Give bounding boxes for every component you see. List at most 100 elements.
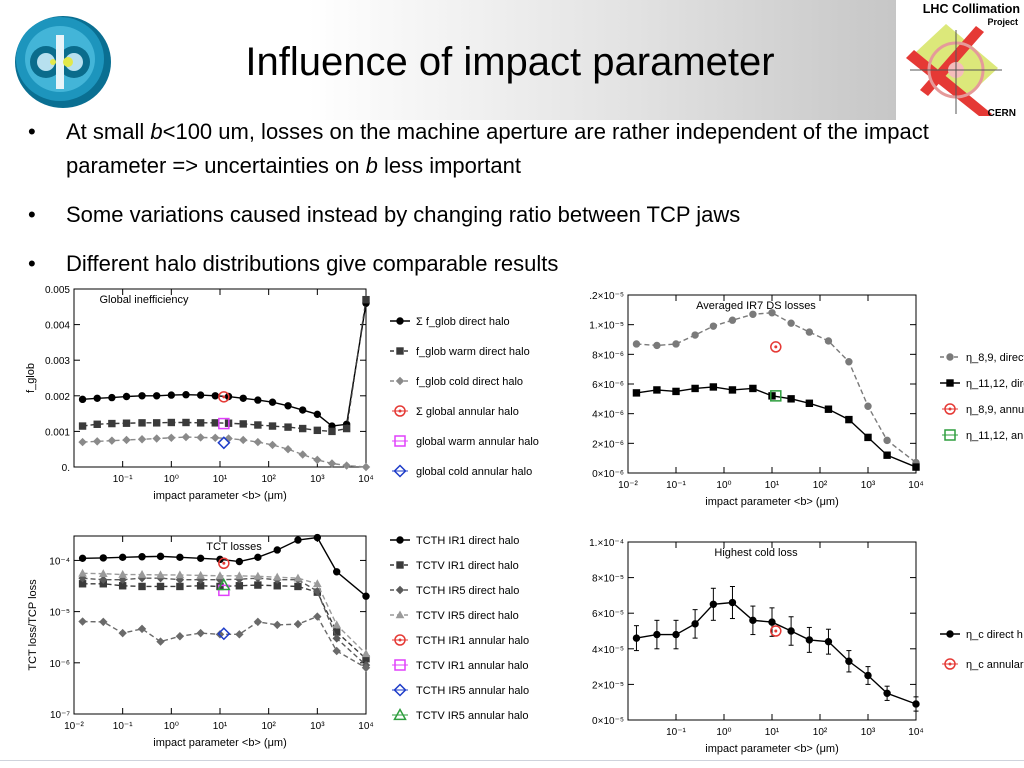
data-point <box>156 552 165 561</box>
data-point <box>118 575 127 584</box>
data-point <box>138 419 146 427</box>
bullet-text: Different halo distributions give compar… <box>66 251 559 276</box>
legend-label: global cold annular halo <box>416 466 532 478</box>
x-tick-label: 10³ <box>861 480 876 491</box>
data-point <box>672 630 680 639</box>
data-point <box>93 394 101 402</box>
logo-line1: LHC Collimation <box>922 2 1020 16</box>
data-point <box>218 391 230 403</box>
x-tick-label: 10⁴ <box>358 721 373 732</box>
x-tick-label: 10³ <box>310 721 325 732</box>
data-point <box>254 553 262 562</box>
series-4 <box>218 417 230 430</box>
legend-label: η_11,12, dire <box>966 378 1024 390</box>
data-point <box>253 437 263 447</box>
legend-label: global warm annular halo <box>416 436 539 448</box>
data-point <box>632 389 641 397</box>
data-point <box>709 600 718 609</box>
x-tick-label: 10³ <box>310 474 325 485</box>
data-point <box>653 341 661 350</box>
x-tick-label: 10⁰ <box>716 727 731 738</box>
legend-label: Σ f_glob direct halo <box>416 316 510 328</box>
data-point <box>709 322 718 330</box>
legend-marker <box>396 561 404 569</box>
legend-label: Σ global annular halo <box>416 406 519 418</box>
data-point <box>254 421 262 429</box>
data-point <box>122 435 131 445</box>
data-point <box>181 432 191 442</box>
bullet-item: • Some variations caused instead by chang… <box>28 198 1018 232</box>
ir7-ds-losses-svg: 10⁻² 10⁻¹ 10⁰ 10¹ 10² 10³ 10⁴ 0×10⁻⁶ 2×10⁻⁶ 4×10⁻… <box>589 291 1024 508</box>
data-point <box>218 557 230 570</box>
legend-marker <box>396 347 404 355</box>
y-tick-label: 8×10⁻⁵ <box>592 574 624 585</box>
x-tick-label: 10⁰ <box>164 721 179 732</box>
bullet-text: b <box>150 119 163 144</box>
data-point <box>691 384 699 393</box>
data-point <box>770 390 782 402</box>
data-point <box>78 395 87 404</box>
data-point <box>138 392 146 400</box>
data-point <box>137 570 147 578</box>
data-point <box>108 419 116 428</box>
chart-ir7-ds-losses: 10⁻² 10⁻¹ 10⁰ 10¹ 10² 10³ 10⁴ 0×10⁻⁶ 2×10⁻⁶ 4×10⁻… <box>576 285 1024 520</box>
data-point <box>672 387 680 396</box>
data-point <box>211 392 219 400</box>
data-point <box>653 386 661 394</box>
series-0 <box>632 309 920 467</box>
legend-label: TCTV IR5 direct halo <box>416 610 519 622</box>
series-5 <box>218 557 230 570</box>
data-point <box>284 402 292 410</box>
collimator-diagram-icon <box>906 24 1002 116</box>
data-point <box>749 384 757 393</box>
y-tick-label: 0.005 <box>45 285 70 296</box>
chart-title: TCT losses <box>206 541 262 553</box>
y-tick-label: 10⁻⁶ <box>49 659 70 670</box>
data-point <box>196 391 205 399</box>
data-point <box>78 617 87 626</box>
data-point <box>768 618 776 626</box>
data-point <box>156 582 165 591</box>
data-point <box>632 634 641 642</box>
y-axis-label: f_glob <box>25 363 37 393</box>
legend-label: η_c annular <box>966 659 1024 671</box>
legend-marker <box>395 376 405 386</box>
x-tick-label: 10⁻¹ <box>113 721 133 732</box>
legend-label: η_11,12, ann <box>966 430 1024 442</box>
y-tick-label: 0.001 <box>45 427 70 438</box>
y-tick-label: 8×10⁻⁶ <box>592 350 624 361</box>
data-point <box>211 419 219 427</box>
highest-cold-loss-svg: 10⁻¹ 10⁰ 10¹ 10² 10³ 10⁴ 0×10⁻⁵ 2×10⁻⁵ 4×10⁻⁵ 6×1… <box>589 538 1024 755</box>
data-point <box>332 620 342 629</box>
data-point <box>770 341 782 353</box>
data-point <box>313 612 322 621</box>
data-point <box>653 630 661 639</box>
data-point <box>805 399 814 407</box>
data-point <box>294 536 302 544</box>
data-point <box>175 570 185 579</box>
data-point <box>122 419 131 427</box>
data-point <box>313 426 322 435</box>
data-point <box>138 582 146 591</box>
series-0 <box>632 586 920 712</box>
data-point <box>215 571 225 580</box>
x-tick-label: 10⁴ <box>358 474 373 485</box>
series-3 <box>770 390 782 402</box>
data-point <box>293 573 303 582</box>
data-point <box>176 553 184 562</box>
data-point <box>691 331 699 339</box>
data-point <box>845 358 853 366</box>
series-1 <box>78 295 370 436</box>
data-point <box>152 392 161 400</box>
data-point <box>211 433 220 443</box>
x-tick-label: 10⁻² <box>618 480 638 491</box>
data-point <box>672 340 680 348</box>
y-tick-label: 2×10⁻⁵ <box>592 680 624 691</box>
x-tick-label: 10¹ <box>213 474 228 485</box>
data-point <box>156 637 165 646</box>
header-background <box>0 0 1024 120</box>
data-point <box>770 625 782 637</box>
data-point <box>99 554 108 562</box>
y-tick-label: 4×10⁻⁶ <box>592 410 624 421</box>
data-point <box>99 575 108 584</box>
